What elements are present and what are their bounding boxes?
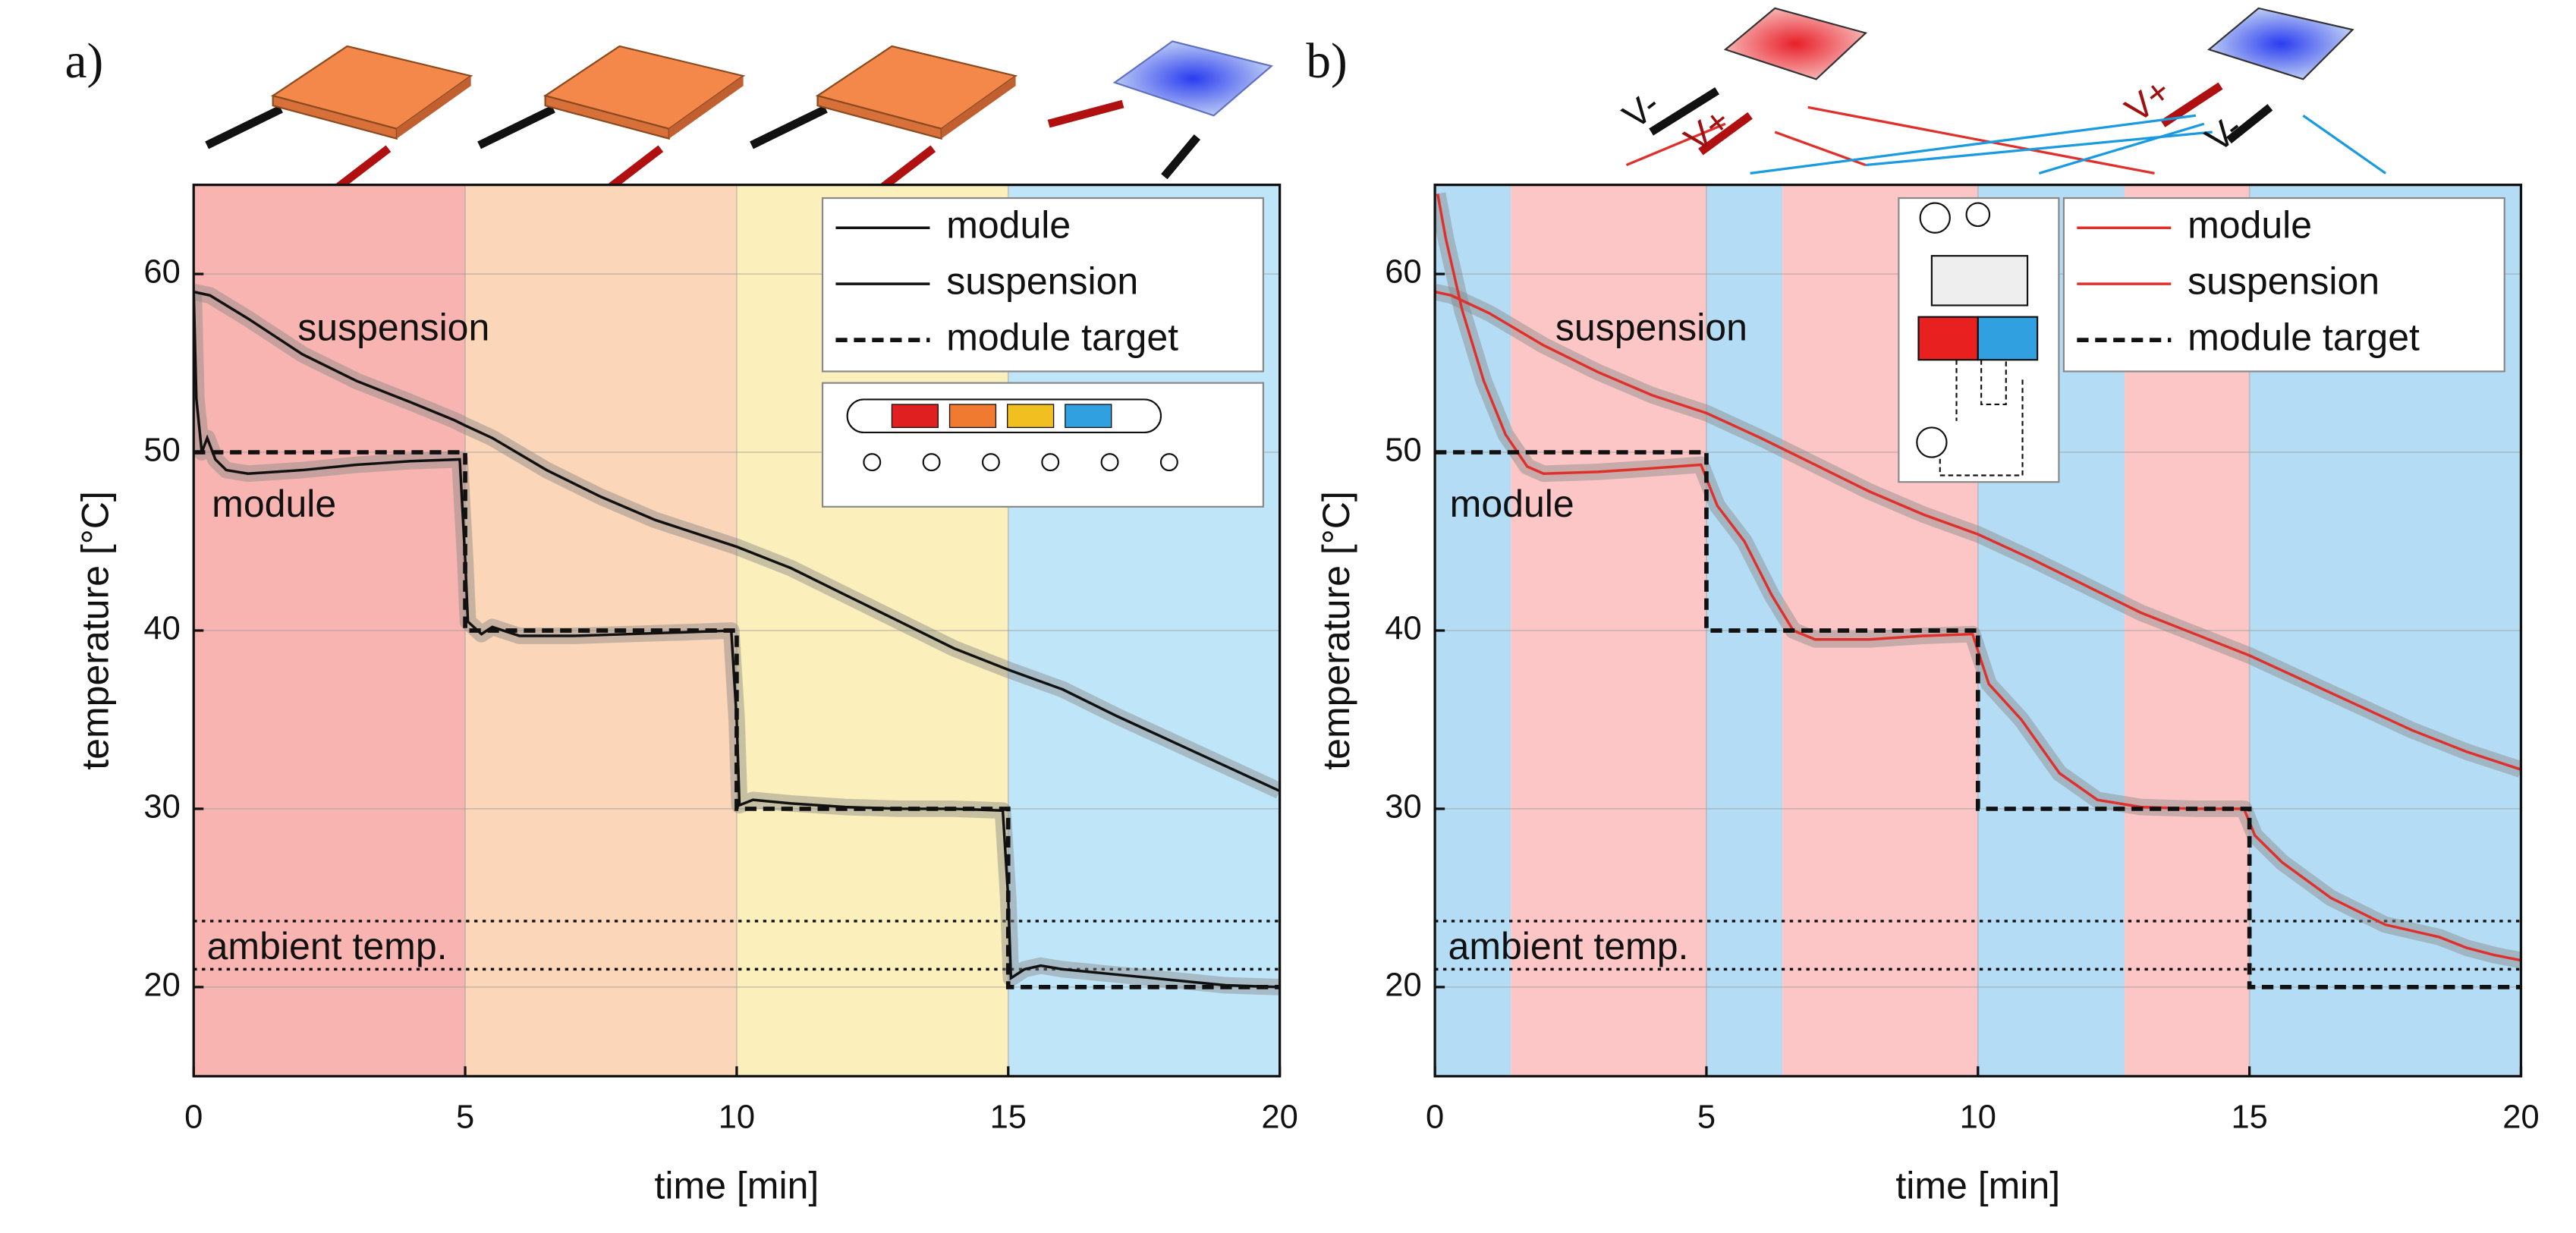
y-tick-label: 30 xyxy=(1385,788,1421,825)
inset-pump xyxy=(981,453,1000,472)
inset-sensor xyxy=(1916,426,1948,458)
x-tick-label: 15 xyxy=(990,1099,1027,1135)
annotation: suspension xyxy=(1555,306,1747,348)
inset-module xyxy=(948,404,997,429)
inset-hot xyxy=(1917,316,1979,361)
x-tick-label: 20 xyxy=(2502,1099,2539,1135)
y-tick-label: 50 xyxy=(143,432,180,469)
x-tick-label: 20 xyxy=(1261,1099,1297,1135)
y-axis-label: temperature [°C] xyxy=(74,491,116,769)
y-tick-label: 40 xyxy=(143,610,180,646)
x-tick-label: 5 xyxy=(456,1099,474,1135)
x-tick-label: 15 xyxy=(2231,1099,2267,1135)
inset-pump xyxy=(922,453,941,472)
inset-pump xyxy=(863,453,882,472)
x-axis-label: time [min] xyxy=(655,1164,819,1206)
annotation: module xyxy=(212,483,336,525)
series-line xyxy=(1435,290,2521,771)
inset-wire xyxy=(1939,360,2024,477)
diagram-label: V- xyxy=(2198,107,2250,160)
series-line xyxy=(1435,450,2521,989)
ambient-label: ambient temp. xyxy=(207,925,448,967)
phase-region xyxy=(1511,184,1706,1077)
panel-label: a) xyxy=(65,34,104,89)
x-tick-label: 10 xyxy=(719,1099,755,1135)
inset-module xyxy=(1007,404,1055,429)
inset-pump xyxy=(1041,453,1060,472)
inset-pump xyxy=(1159,453,1178,472)
schematic-inset xyxy=(1898,197,2060,483)
inset-sensor xyxy=(1919,202,1951,234)
inset-module xyxy=(1065,404,1112,429)
y-tick-label: 60 xyxy=(143,254,180,291)
inset-pump xyxy=(1100,453,1119,472)
legend-label: suspension xyxy=(2188,259,2379,302)
illustration-b xyxy=(1625,7,2387,175)
x-tick-label: 5 xyxy=(1697,1099,1716,1135)
inset-module xyxy=(891,404,939,429)
y-tick-label: 30 xyxy=(143,788,180,825)
y-axis-label: temperature [°C] xyxy=(1315,491,1357,769)
x-axis-label: time [min] xyxy=(1895,1164,2060,1206)
x-tick-label: 0 xyxy=(184,1099,203,1135)
illustration-a xyxy=(207,40,1274,186)
phase-region xyxy=(1435,184,1511,1077)
phase-region xyxy=(193,184,466,1077)
y-tick-label: 40 xyxy=(1385,610,1421,646)
schematic-inset xyxy=(821,382,1264,508)
legend-label: suspension xyxy=(946,259,1138,302)
inset-drum xyxy=(846,398,1162,434)
series-line xyxy=(193,290,1280,793)
y-tick-label: 20 xyxy=(1385,967,1421,1003)
y-tick-label: 20 xyxy=(143,967,180,1003)
legend-label: module target xyxy=(946,316,1178,358)
inset-box xyxy=(821,382,1264,508)
inset-sensor xyxy=(1965,202,1991,228)
series-line xyxy=(1436,193,2521,962)
x-tick-label: 0 xyxy=(1426,1099,1444,1135)
annotation: module xyxy=(1450,483,1574,525)
legend-label: module xyxy=(946,203,1071,246)
y-tick-label: 60 xyxy=(1385,254,1421,291)
panel-label: b) xyxy=(1306,34,1347,89)
legend-label: module xyxy=(2188,203,2312,246)
x-tick-label: 10 xyxy=(1960,1099,1996,1135)
inset-cold xyxy=(1977,316,2039,361)
y-tick-label: 50 xyxy=(1385,432,1421,469)
series-line xyxy=(193,450,1280,989)
inset-tank xyxy=(1930,255,2029,307)
series-line xyxy=(193,291,1280,989)
legend-label: module target xyxy=(2188,316,2420,358)
annotation: suspension xyxy=(297,306,489,348)
ambient-label: ambient temp. xyxy=(1448,925,1689,967)
